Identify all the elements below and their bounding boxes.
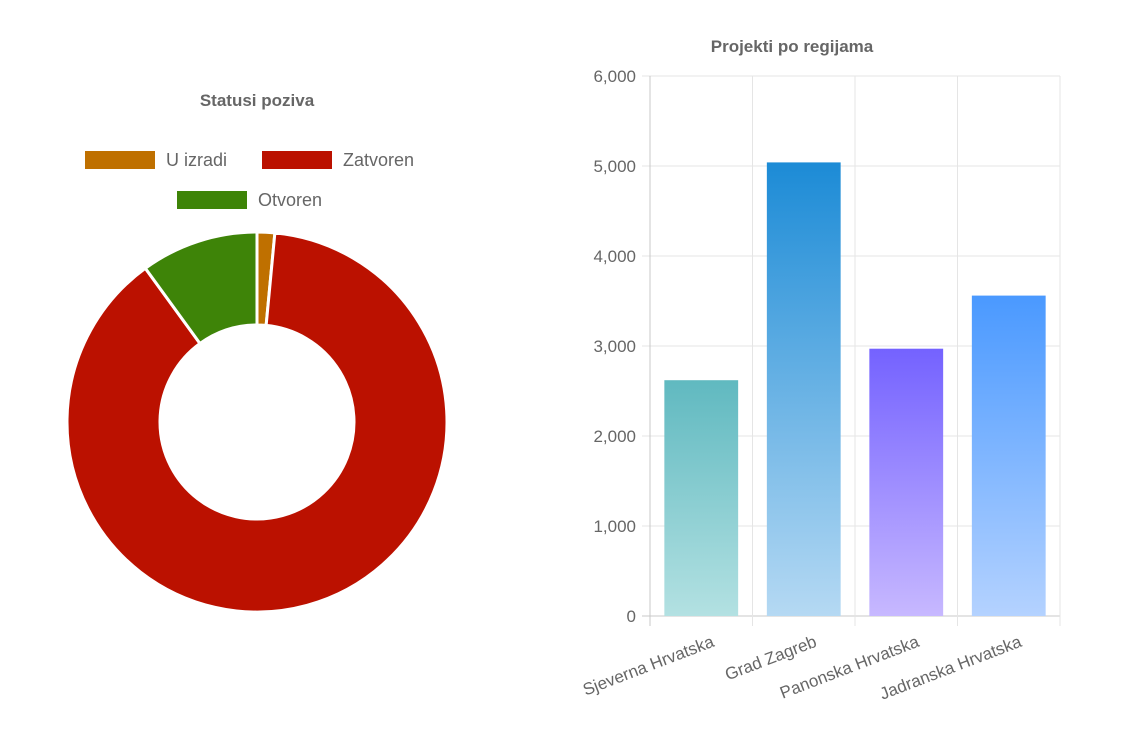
x-tick-label-sjeverna-hrvatska: Sjeverna Hrvatska	[580, 632, 717, 700]
legend-swatch-u-izradi	[85, 151, 155, 169]
bar-gridlines	[642, 75, 1061, 626]
bar-jadranska-hrvatska[interactable]	[971, 295, 1046, 616]
doughnut-legend: U izradi Zatvoren Otvoren	[85, 150, 414, 210]
legend-item-u-izradi[interactable]: U izradi	[85, 150, 227, 170]
y-tick-label: 6,000	[593, 67, 636, 86]
doughnut-slice-zatvoren[interactable]	[65, 231, 449, 614]
y-tick-label: 2,000	[593, 427, 636, 446]
y-tick-label: 3,000	[593, 337, 636, 356]
doughnut-slices	[65, 230, 449, 614]
y-tick-label: 0	[627, 607, 636, 626]
y-axis-ticks: 0 1,000 2,000 3,000 4,000 5,000 6,000	[593, 67, 636, 626]
legend-label-zatvoren: Zatvoren	[343, 150, 414, 170]
legend-swatch-otvoren	[177, 191, 247, 209]
legend-item-zatvoren[interactable]: Zatvoren	[262, 150, 414, 170]
legend-label-u-izradi: U izradi	[166, 150, 227, 170]
legend-item-otvoren[interactable]: Otvoren	[177, 190, 322, 210]
legend-label-otvoren: Otvoren	[258, 190, 322, 210]
y-tick-label: 5,000	[593, 157, 636, 176]
y-tick-label: 1,000	[593, 517, 636, 536]
bars	[664, 162, 1046, 616]
y-tick-label: 4,000	[593, 247, 636, 266]
doughnut-chart: Statusi poziva U izradi Zatvoren Otvoren	[65, 91, 449, 614]
doughnut-slice-otvoren[interactable]	[143, 230, 259, 346]
bar-chart: Projekti po regijama 0 1,000 2,000 3,000 4,0…	[580, 37, 1061, 704]
bar-title: Projekti po regijama	[711, 37, 874, 56]
bar-grad-zagreb[interactable]	[766, 162, 841, 616]
bar-sjeverna-hrvatska[interactable]	[664, 380, 739, 616]
legend-swatch-zatvoren	[262, 151, 332, 169]
doughnut-title: Statusi poziva	[200, 91, 315, 110]
bar-panonska-hrvatska[interactable]	[869, 348, 944, 616]
